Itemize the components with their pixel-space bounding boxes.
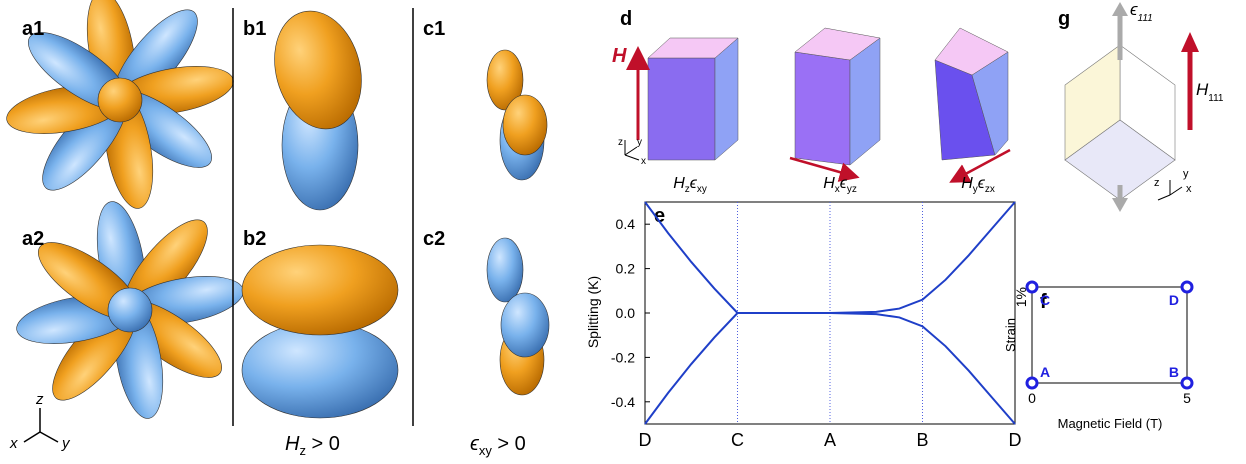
axis-label: y	[1183, 168, 1189, 180]
cube-label: Hxϵyz	[823, 175, 857, 195]
axis-label: z	[618, 137, 623, 148]
label-part: H	[823, 175, 835, 192]
axis-triad	[1157, 180, 1183, 201]
point-label: C	[1040, 292, 1050, 308]
x-tick-label: C	[731, 430, 744, 450]
y-axis-label: Strain	[1003, 318, 1018, 352]
orbitals	[6, 0, 550, 419]
x-tick-label: D	[1009, 430, 1022, 450]
arrowhead	[1112, 198, 1128, 212]
series-line	[644, 312, 1016, 425]
point-label: A	[1040, 364, 1050, 380]
axis-triad	[23, 408, 59, 443]
x-axis-label: Magnetic Field (T)	[1058, 416, 1163, 431]
label-part: z	[685, 184, 690, 195]
label-part: 111	[1138, 13, 1153, 24]
caption: Hz > 0	[285, 433, 340, 458]
arrow	[789, 156, 860, 182]
cube-label: Hzϵxy	[673, 175, 707, 195]
label-part: H	[1196, 80, 1209, 99]
cubes	[647, 27, 1009, 166]
panel-label: b1	[243, 18, 266, 40]
x-tick-label: A	[824, 430, 836, 450]
panel-label: g	[1058, 8, 1070, 30]
panel-label: e	[654, 205, 665, 227]
label-part: ϵ	[690, 175, 698, 192]
label-part: ϵ	[1130, 0, 1138, 19]
axis-label: z	[35, 391, 44, 408]
x-tick-label: 0	[1028, 390, 1036, 406]
y-tick-label: 0.2	[616, 261, 636, 277]
y-tick-label: 0.4	[616, 216, 636, 232]
panel-label: a2	[22, 228, 44, 250]
label-part: zx	[985, 184, 995, 195]
arrow	[949, 148, 1011, 183]
point	[1180, 280, 1194, 294]
axis-label: x	[9, 435, 18, 452]
strain-label: ϵ111	[1130, 0, 1153, 24]
caption-part: xy	[479, 443, 493, 458]
label-part: ϵ	[840, 175, 848, 192]
y-tick-label: -0.2	[611, 349, 635, 365]
label-part: y	[973, 184, 978, 195]
caption-part: > 0	[492, 433, 526, 455]
axis-label: y	[61, 435, 71, 452]
y-tick-label: 0.0	[616, 305, 636, 321]
caption: ϵxy > 0	[470, 433, 526, 458]
x-tick-label: 5	[1183, 390, 1191, 406]
x-tick-label: B	[916, 430, 928, 450]
panel-label: a1	[22, 18, 44, 40]
caption-part: > 0	[306, 433, 340, 455]
panel-label: c2	[423, 228, 445, 250]
y-tick-label: 1%	[1013, 287, 1029, 307]
axis-label: y	[637, 137, 642, 148]
label-part: ϵ	[978, 175, 986, 192]
axis-triad	[624, 140, 640, 161]
point-label: B	[1169, 364, 1179, 380]
point	[1180, 376, 1194, 390]
label-part: H	[961, 175, 973, 192]
panel-label: d	[620, 8, 632, 30]
x-tick-label: D	[639, 430, 652, 450]
arrowhead	[1112, 2, 1128, 16]
field-label: H111	[1196, 80, 1224, 104]
label-part: x	[835, 184, 840, 195]
axis-label: z	[1154, 177, 1160, 189]
panel-label: b2	[243, 228, 266, 250]
label-part: yz	[847, 184, 857, 195]
y-tick-label: -0.4	[611, 394, 635, 410]
axis-label: x	[641, 156, 646, 167]
caption-part: H	[285, 433, 300, 455]
panel-label: f	[1040, 291, 1047, 313]
y-axis-label: Splitting (K)	[585, 276, 601, 348]
caption-part: z	[299, 443, 306, 458]
point-label: D	[1169, 292, 1179, 308]
arrowhead	[1181, 32, 1199, 52]
field-label: H	[612, 45, 627, 67]
label-part: xy	[697, 184, 707, 195]
axis-label: x	[1186, 183, 1192, 195]
caption-part: ϵ	[470, 433, 480, 455]
point	[1025, 376, 1039, 390]
label-part: H	[673, 175, 685, 192]
series-line	[644, 201, 1016, 314]
label-part: 111	[1208, 93, 1224, 104]
cube-111	[1064, 44, 1176, 201]
cube-label: Hyϵzx	[961, 175, 995, 195]
panel-label: c1	[423, 18, 445, 40]
point	[1025, 280, 1039, 294]
plot-frame	[1031, 286, 1188, 384]
